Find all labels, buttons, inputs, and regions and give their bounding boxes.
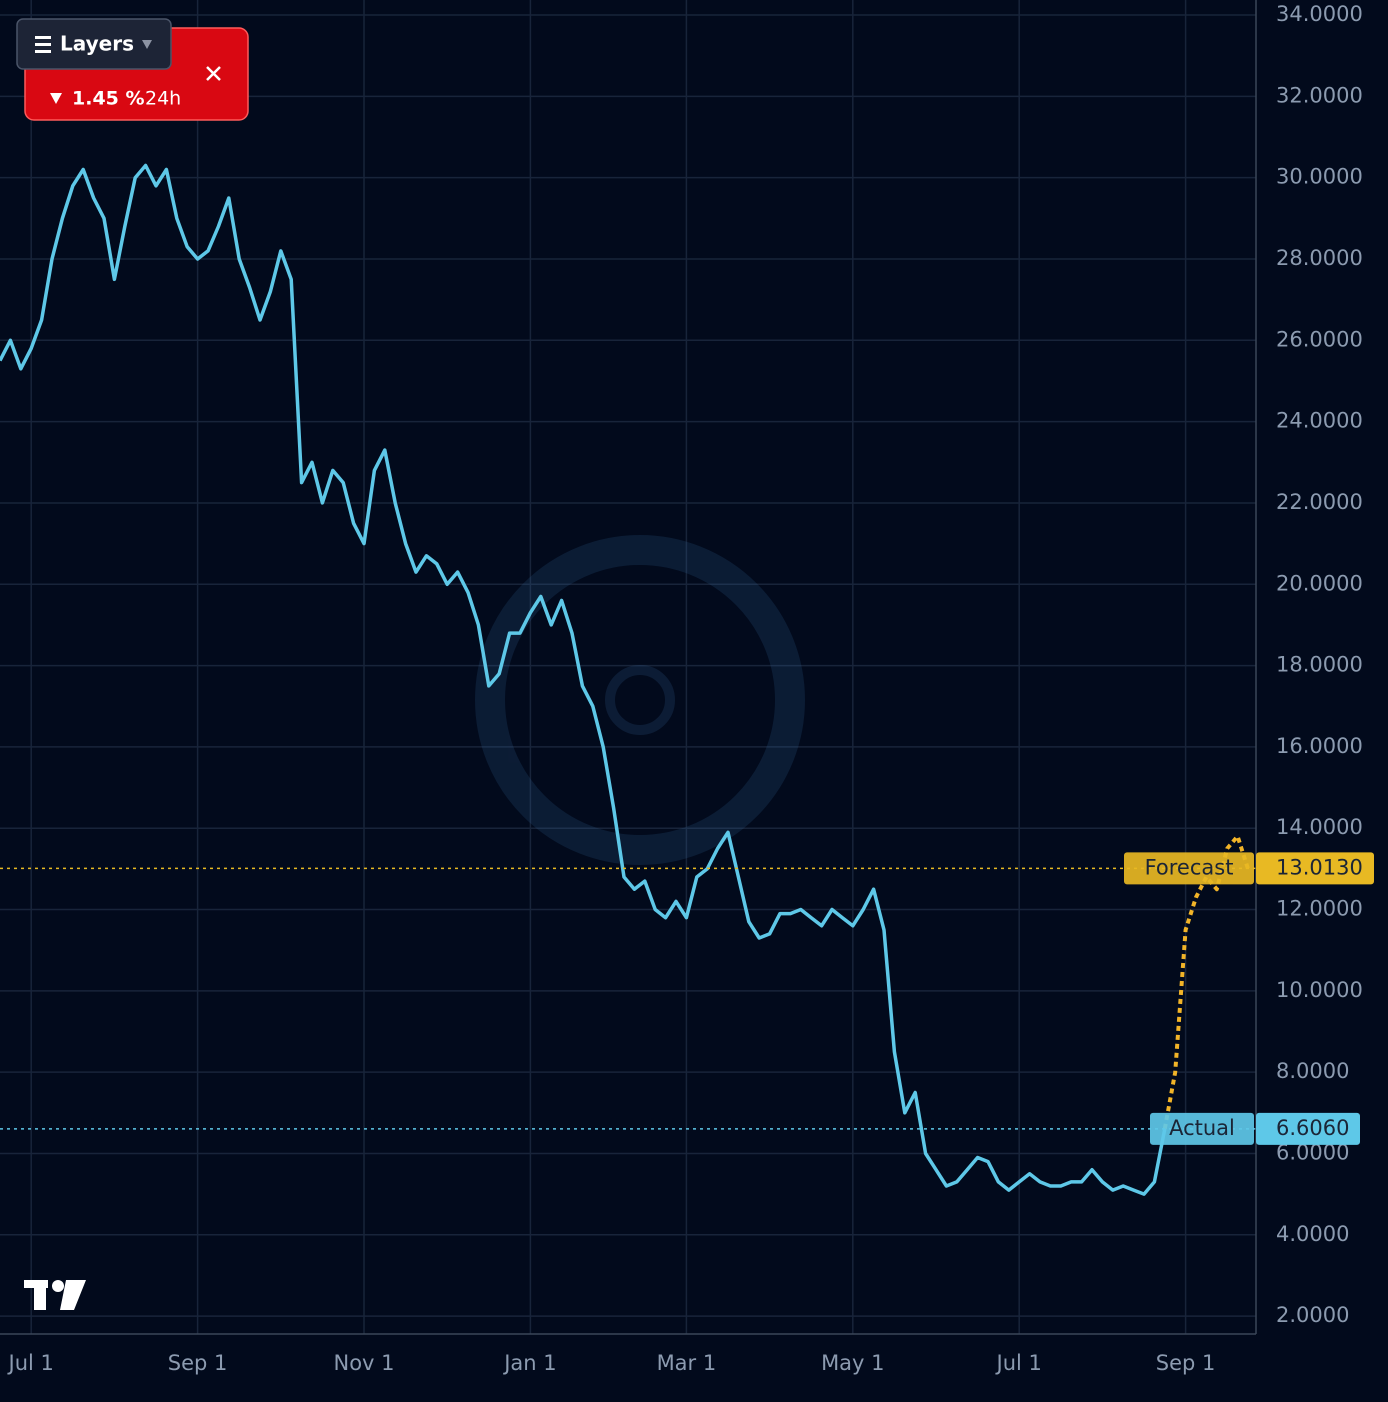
y-tick-label: 18.0000 — [1276, 653, 1363, 677]
layers-button-bg[interactable] — [16, 18, 172, 70]
x-tick-label: Sep 1 — [168, 1351, 228, 1375]
watermark-ring — [475, 535, 805, 865]
y-tick-label: 10.0000 — [1276, 978, 1363, 1002]
layers-button[interactable]: Layers — [16, 18, 172, 70]
close-button[interactable] — [206, 66, 221, 81]
change: 1.45 % — [72, 88, 145, 110]
watermark — [475, 535, 805, 865]
price-value: 13.0130 — [1276, 855, 1363, 879]
x-tick-label: Jul 1 — [995, 1351, 1042, 1375]
price-name: Forecast — [1145, 855, 1234, 879]
price-value: 6.6060 — [1276, 1116, 1349, 1140]
y-tick-label: 34.0000 — [1276, 2, 1363, 26]
x-tick-label: Jan 1 — [502, 1351, 556, 1375]
series-line — [1162, 834, 1250, 1130]
menu-icon[interactable] — [35, 50, 51, 53]
y-tick-label: 22.0000 — [1276, 490, 1363, 514]
axis-labels: 2.00004.00006.00008.000010.000012.000014… — [7, 2, 1374, 1375]
price-value-box — [1256, 1112, 1360, 1145]
close-icon[interactable] — [206, 66, 221, 81]
y-tick-label: 14.0000 — [1276, 815, 1363, 839]
logo — [24, 1280, 86, 1310]
logo-part — [60, 1280, 86, 1310]
x-tick-label: Mar 1 — [657, 1351, 717, 1375]
logo-part — [34, 1280, 46, 1310]
period: 24h — [145, 88, 181, 110]
x-tick-label: Jul 1 — [7, 1351, 54, 1375]
x-tick-label: Sep 1 — [1156, 1351, 1216, 1375]
caret[interactable] — [142, 40, 152, 49]
grid — [0, 0, 1256, 1334]
y-tick-label: 12.0000 — [1276, 897, 1363, 921]
menu-icon[interactable] — [35, 43, 51, 46]
y-tick-label: 16.0000 — [1276, 734, 1363, 758]
ticker-widget: 1.45 % 24h Layers — [16, 18, 249, 121]
price-name-box — [1150, 1112, 1254, 1145]
menu-icon[interactable] — [35, 36, 51, 39]
price-name: Actual — [1169, 1116, 1235, 1140]
x-tick-label: May 1 — [821, 1351, 884, 1375]
y-tick-label: 26.0000 — [1276, 327, 1363, 351]
price-value-box — [1256, 852, 1374, 885]
y-tick-label: 32.0000 — [1276, 83, 1363, 107]
y-tick-label: 30.0000 — [1276, 165, 1363, 189]
down-arrow — [50, 93, 62, 104]
y-tick-label: 8.0000 — [1276, 1059, 1349, 1083]
series-line — [0, 163, 1167, 1196]
y-tick-label: 2.0000 — [1276, 1303, 1349, 1327]
y-tick-label: 24.0000 — [1276, 409, 1363, 433]
plot — [0, 163, 1256, 1196]
logo-part — [52, 1280, 64, 1292]
y-tick-label: 28.0000 — [1276, 246, 1363, 270]
y-tick-label: 20.0000 — [1276, 571, 1363, 595]
y-tick-label: 4.0000 — [1276, 1222, 1349, 1246]
layers-label[interactable]: Layers — [60, 32, 134, 56]
watermark-core — [605, 665, 675, 735]
x-tick-label: Nov 1 — [333, 1351, 394, 1375]
price-name-box — [1124, 852, 1254, 885]
